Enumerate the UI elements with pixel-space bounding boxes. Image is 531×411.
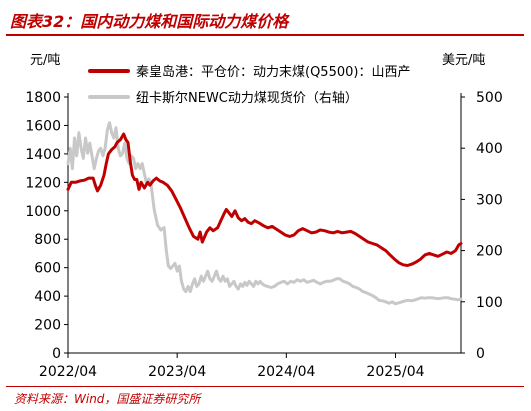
title-divider xyxy=(6,34,524,36)
series-line-newc xyxy=(66,121,463,306)
x-tick-label: 2024/04 xyxy=(257,364,315,380)
left-y-tick-label: 200 xyxy=(34,318,61,334)
left-unit-label: 元/吨 xyxy=(30,53,60,68)
x-tick-label: 2022/04 xyxy=(39,364,97,380)
left-y-tick-label: 1200 xyxy=(25,175,61,191)
right-y-tick-label: 400 xyxy=(476,141,503,157)
right-y-tick-label: 200 xyxy=(476,244,503,260)
left-y-tick-label: 800 xyxy=(34,232,61,248)
right-unit-label: 美元/吨 xyxy=(442,53,485,68)
source-note: 资料来源：Wind，国盛证券研究所 xyxy=(14,392,201,406)
footer-divider xyxy=(6,386,524,387)
right-y-tick-label: 500 xyxy=(476,90,503,106)
x-tick-label: 2025/04 xyxy=(366,364,424,380)
left-y-tick-label: 1000 xyxy=(25,204,61,220)
series-line-qinhuangdao xyxy=(66,132,463,267)
left-y-tick-label: 600 xyxy=(34,261,61,277)
figure-header: 图表32：国内动力煤和国际动力煤价格 xyxy=(0,6,528,36)
right-y-tick-label: 100 xyxy=(476,295,503,311)
axis-layer: 0 200 400 600 800 1000 1200 1400 1600 1800 0 100 200… xyxy=(25,53,502,380)
legend: 秦皇岛港：平仓价：动力末煤(Q5500)：山西产纽卡斯尔NEWC动力煤现货价（右… xyxy=(88,64,410,106)
legend-label: 秦皇岛港：平仓价：动力末煤(Q5500)：山西产 xyxy=(136,64,410,80)
left-y-tick-label: 1800 xyxy=(25,90,61,106)
right-y-tick-label: 0 xyxy=(476,346,485,362)
left-y-tick-label: 1600 xyxy=(25,118,61,134)
x-tick-label: 2023/04 xyxy=(148,364,206,380)
left-y-tick-label: 400 xyxy=(34,289,61,305)
figure-title: 图表32：国内动力煤和国际动力煤价格 xyxy=(10,12,289,31)
legend-label: 纽卡斯尔NEWC动力煤现货价（右轴） xyxy=(136,90,358,106)
left-y-tick-label: 1400 xyxy=(25,147,61,163)
right-y-tick-label: 300 xyxy=(476,192,503,208)
left-y-tick-label: 0 xyxy=(52,346,61,362)
series-layer xyxy=(66,121,463,306)
